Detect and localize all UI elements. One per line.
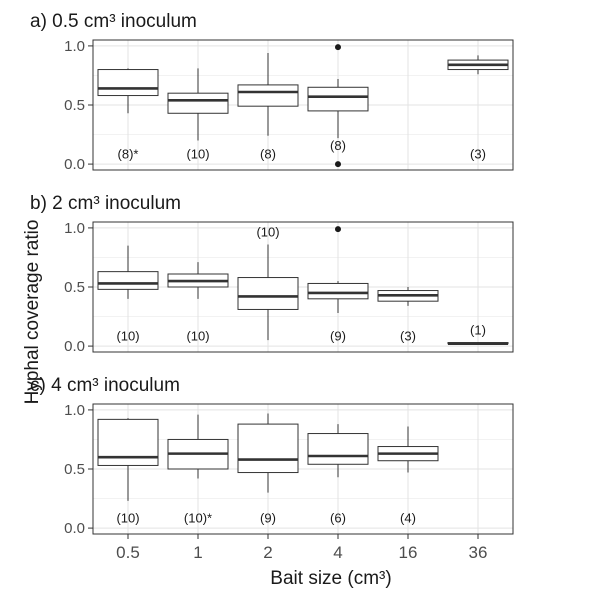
box-16: (4) — [377, 426, 439, 526]
box-2: (10) — [237, 224, 299, 341]
box-iqr — [237, 423, 299, 474]
outlier-point — [335, 161, 341, 168]
y-tick-label: 0.5 — [64, 97, 85, 114]
sample-size-label: (10) — [186, 329, 209, 344]
panel-frame — [92, 39, 514, 171]
y-tick-label: 0.0 — [64, 338, 85, 355]
box-iqr — [97, 271, 159, 290]
box-2: (8) — [237, 53, 299, 162]
panel-title: b) 2 cm³ inoculum — [30, 193, 181, 214]
sample-size-label: (8)* — [118, 147, 139, 162]
box-1: (10) — [167, 68, 229, 162]
sample-size-label: (6) — [330, 511, 346, 526]
panel-3: c) 4 cm³ inoculum 0.0 0.5 1.0 (10) (10)* (9) (6… — [30, 375, 514, 537]
y-tick-label: 0.0 — [64, 156, 85, 173]
x-tick-label: 4 — [333, 543, 342, 562]
y-tick-label: 1.0 — [64, 38, 85, 55]
sample-size-label: (10) — [116, 329, 139, 344]
box-iqr — [237, 277, 299, 310]
box-1: (10) — [167, 262, 229, 344]
box-16: (3) — [377, 287, 439, 344]
y-tick-label: 0.5 — [64, 279, 85, 296]
sample-size-label: (9) — [330, 329, 346, 344]
panel-frame — [92, 403, 514, 535]
y-axis-title: Hyphal coverage ratio — [22, 220, 43, 405]
panel-frame — [92, 221, 514, 353]
box-iqr — [97, 69, 159, 97]
box-iqr — [167, 92, 229, 114]
outlier-point — [335, 226, 341, 233]
x-tick-label: 2 — [263, 543, 272, 562]
x-tick-label: 36 — [469, 543, 488, 562]
box-iqr — [307, 282, 369, 300]
y-tick-label: 0.0 — [64, 520, 85, 537]
sample-size-label: (10)* — [184, 511, 212, 526]
sample-size-label: (3) — [400, 329, 416, 344]
panel-1: a) 0.5 cm³ inoculum 0.0 0.5 1.0 (8)* (10) (8) (… — [30, 11, 514, 173]
x-axis-title: Bait size (cm³) — [270, 568, 391, 589]
outlier-point — [335, 44, 341, 51]
y-tick-label: 1.0 — [64, 220, 85, 237]
box-1: (10)* — [167, 414, 229, 526]
sample-size-label: (10) — [116, 511, 139, 526]
panel-title: c) 4 cm³ inoculum — [30, 375, 180, 396]
box-4: (6) — [307, 424, 369, 526]
box-36: (3) — [447, 55, 509, 162]
x-tick-label: 16 — [399, 543, 418, 562]
x-tick-label: 1 — [193, 543, 202, 562]
y-tick-label: 1.0 — [64, 402, 85, 419]
sample-size-label: (10) — [256, 224, 279, 239]
sample-size-label: (9) — [260, 511, 276, 526]
sample-size-label: (8) — [330, 138, 346, 153]
box-4: (9) — [307, 226, 369, 344]
x-axis: 0.5 1 2 4 16 36 — [116, 534, 487, 562]
sample-size-label: (8) — [260, 147, 276, 162]
box-36: (1) — [447, 323, 509, 346]
box-2: (9) — [237, 413, 299, 526]
panels: a) 0.5 cm³ inoculum 0.0 0.5 1.0 (8)* (10) (8) (… — [30, 11, 514, 562]
y-tick-label: 0.5 — [64, 461, 85, 478]
panel-2: b) 2 cm³ inoculum 0.0 0.5 1.0 (10) (10) (10) (9… — [30, 193, 514, 355]
box-iqr — [237, 84, 299, 107]
sample-size-label: (3) — [470, 147, 486, 162]
sample-size-label: (10) — [186, 147, 209, 162]
box-iqr — [97, 418, 159, 466]
box-4: (8) — [307, 44, 369, 168]
panel-title: a) 0.5 cm³ inoculum — [30, 11, 197, 32]
box-iqr — [307, 433, 369, 465]
box-0.5: (10) — [97, 245, 159, 344]
box-0.5: (10) — [97, 418, 159, 526]
x-tick-label: 0.5 — [116, 543, 140, 562]
sample-size-label: (4) — [400, 511, 416, 526]
sample-size-label: (1) — [470, 323, 486, 338]
box-iqr — [307, 86, 369, 112]
box-0.5: (8)* — [97, 68, 159, 162]
